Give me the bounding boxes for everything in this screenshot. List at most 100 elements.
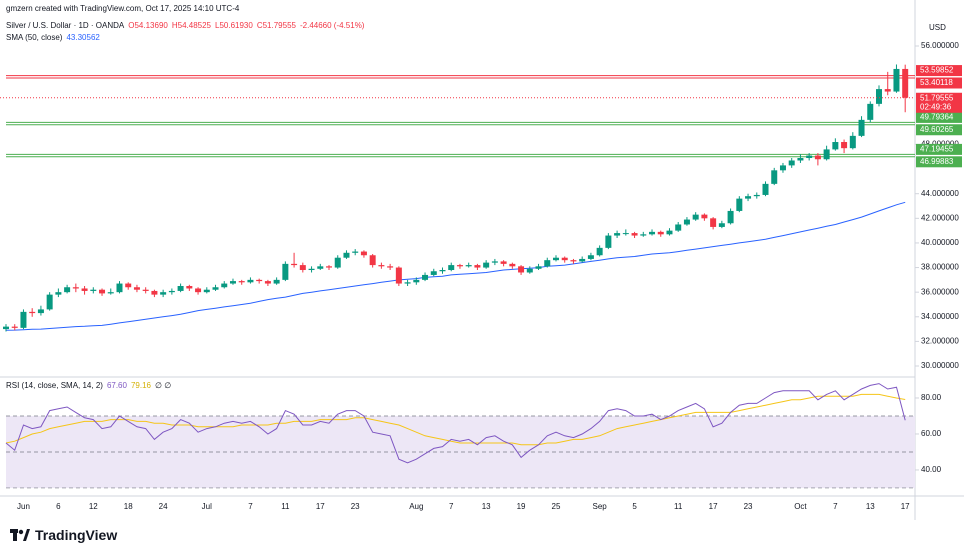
candle-body	[116, 283, 123, 293]
candle-body	[238, 281, 245, 283]
candle-body	[430, 271, 437, 275]
candle-body	[902, 68, 909, 98]
brand-logo	[10, 529, 30, 541]
x-tick-label: 17	[901, 502, 910, 511]
x-tick-label: 17	[709, 502, 718, 511]
y-tick-label: 56.000000	[921, 41, 959, 50]
candle-body	[579, 258, 586, 262]
sma-value: 43.30562	[66, 33, 100, 42]
candle-body	[212, 287, 219, 290]
currency-label: USD	[929, 23, 946, 32]
candle-body	[483, 262, 490, 268]
x-tick-label: 19	[517, 502, 526, 511]
candle-body	[823, 149, 830, 160]
candle-body	[448, 265, 455, 271]
x-tick-label: Sep	[593, 502, 608, 511]
symbol-title: Silver / U.S. Dollar · 1D · OANDA	[6, 21, 125, 30]
line	[5, 393, 906, 446]
candle-body	[369, 255, 376, 266]
sma-name: SMA (50, close)	[6, 33, 63, 42]
price-label: 51.79555	[920, 93, 954, 102]
candle-body	[282, 263, 289, 280]
level-label: 53.40118	[920, 78, 953, 87]
caption-line: gmzern created with TradingView.com, Oct…	[6, 4, 239, 13]
candle-body	[29, 311, 36, 314]
candle-body	[64, 287, 71, 293]
candle-body	[797, 158, 804, 161]
candle-body	[90, 289, 97, 291]
candle-body	[422, 274, 429, 280]
candle-body	[649, 231, 656, 235]
countdown: 02:49:36	[920, 102, 952, 111]
candle-body	[151, 290, 158, 295]
candle-body	[203, 289, 210, 293]
candle-body	[858, 119, 865, 136]
x-tick-label: Oct	[794, 502, 807, 511]
candle-body	[526, 268, 533, 273]
candle-body	[99, 289, 106, 294]
line	[5, 201, 906, 331]
candle-body	[378, 265, 385, 267]
level-tag	[916, 65, 962, 77]
x-tick-label: 25	[552, 502, 561, 511]
y-tick-label: 36.000000	[921, 287, 959, 296]
candle-body	[3, 326, 9, 330]
candle-body	[160, 292, 167, 295]
candle-body	[788, 160, 795, 166]
level-tag	[916, 156, 962, 168]
candle-body	[256, 279, 263, 282]
level-label: 46.99883	[920, 157, 954, 166]
candle-body	[718, 223, 725, 227]
candle-body	[229, 281, 236, 284]
candle-body	[779, 165, 786, 171]
candle-body	[273, 279, 280, 284]
candle-body	[640, 234, 647, 236]
candle-body	[456, 265, 463, 267]
level-tag	[916, 124, 962, 136]
candle-body	[404, 282, 411, 284]
caption: gmzern created with TradingView.com, Oct…	[6, 4, 240, 13]
candle-body	[622, 233, 629, 235]
x-tick-label: 23	[744, 502, 753, 511]
y-tick-label: 32.000000	[921, 337, 959, 346]
x-tick-label: 24	[159, 502, 168, 511]
candle-body	[465, 265, 472, 267]
candle-body	[221, 283, 228, 288]
candle-body	[474, 265, 481, 268]
candle-body	[867, 103, 874, 120]
rsi-ma-value: 79.16	[130, 381, 151, 390]
candle-body	[81, 288, 88, 291]
candle-body	[46, 294, 53, 310]
rsi-extra: ∅ ∅	[155, 381, 172, 390]
candle-body	[195, 288, 202, 293]
y-tick-label: 60.00	[921, 429, 942, 438]
candle-body	[317, 266, 324, 269]
x-tick-label: 13	[482, 502, 491, 511]
level-label: 49.60265	[920, 125, 954, 134]
brand-text: TradingView	[35, 527, 118, 543]
candle-body	[596, 247, 603, 256]
candle-body	[814, 155, 821, 160]
candle-body	[631, 233, 638, 236]
candle-body	[683, 219, 690, 225]
candle-body	[535, 266, 542, 269]
candle-body	[675, 224, 682, 231]
candle-body	[55, 292, 62, 295]
x-tick-label: 11	[674, 502, 683, 511]
y-tick-label: 80.00	[921, 393, 942, 402]
y-tick-label: 34.000000	[921, 312, 959, 321]
candle-body	[343, 252, 350, 258]
candle-body	[387, 266, 394, 268]
candle-body	[133, 287, 140, 290]
candle-body	[849, 135, 856, 149]
candle-body	[395, 267, 402, 284]
x-tick-label: 13	[866, 502, 875, 511]
readout: -2.44660 (-4.51%)	[299, 21, 365, 30]
candle-body	[570, 260, 577, 262]
candle-body	[884, 89, 891, 92]
candle-body	[893, 68, 900, 92]
candle-body	[413, 279, 420, 283]
candle-body	[753, 194, 760, 197]
y-tick-label: 42.000000	[921, 213, 959, 222]
